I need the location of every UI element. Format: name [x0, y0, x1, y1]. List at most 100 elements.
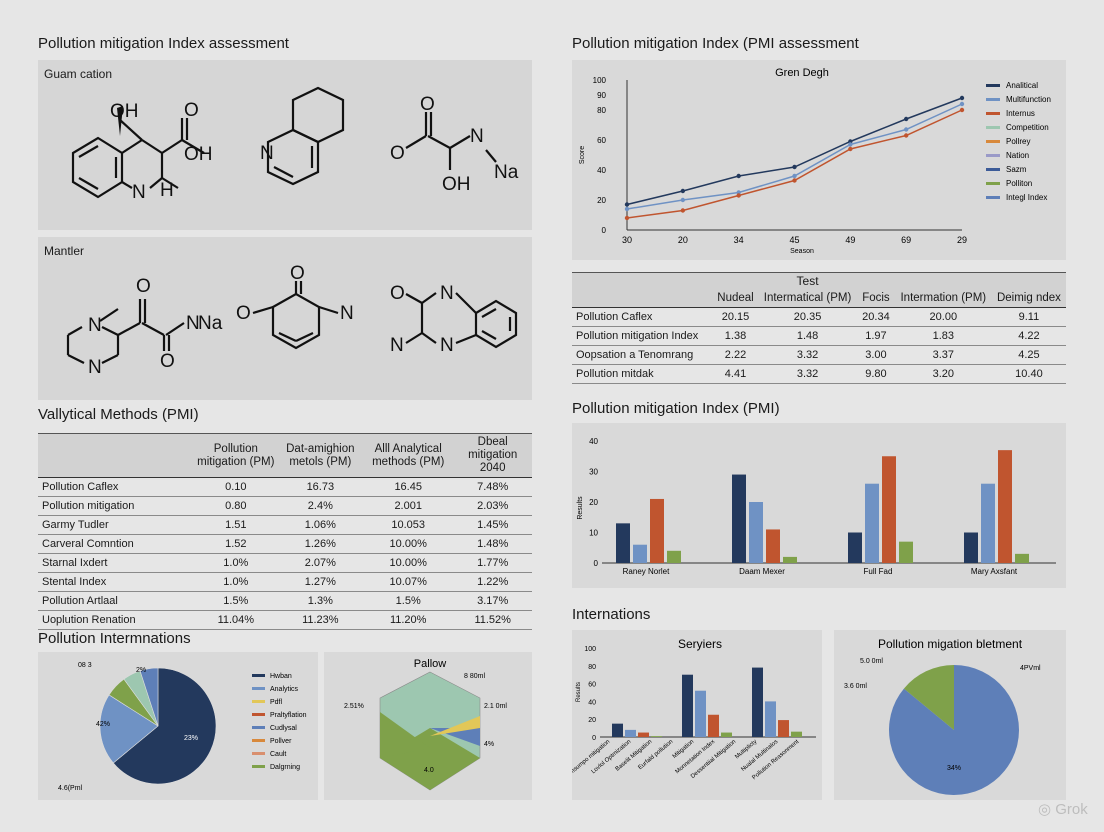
pie-label: 4PVml [1020, 665, 1041, 672]
legend-swatch [986, 98, 1000, 101]
table-cell: 4.41 [713, 364, 758, 384]
row-label: Pollution Caflex [572, 307, 713, 327]
series-point [680, 197, 686, 203]
line-chart-title: Gren Degh [775, 67, 829, 79]
atom-n-5: N [88, 357, 102, 378]
x-tick-label: 30 [622, 235, 632, 245]
x-tick-label: Lovlol Optmization [591, 739, 633, 775]
hex-slice-green-2 [380, 712, 430, 758]
table-cell: 10.00% [363, 534, 454, 554]
atom-n-1: N [132, 182, 146, 203]
x-tick-label: 49 [845, 235, 855, 245]
table-cell: 1.5% [363, 591, 454, 611]
x-tick-label: 20 [678, 235, 688, 245]
bar [638, 732, 649, 737]
bar [882, 456, 896, 563]
bar [783, 556, 797, 563]
atom-n-8: N [440, 283, 454, 304]
y-tick-label: 40 [588, 699, 596, 706]
y-tick-label: 20 [588, 717, 596, 724]
table-cell: 11.04% [194, 610, 278, 630]
legend-swatch [252, 674, 265, 677]
table-cell: 1.06% [277, 515, 364, 535]
legend-swatch [252, 700, 265, 703]
series-point [792, 173, 797, 179]
pie2-title: Pollution migation bletment [878, 637, 1023, 651]
series-line-1 [626, 103, 963, 210]
hex-label: 8 80ml [464, 673, 485, 680]
legend-label: Competition [1006, 123, 1049, 132]
y-axis-label: Results [577, 496, 584, 520]
bar [749, 502, 763, 563]
atom-n-3: N [470, 126, 484, 147]
x-tick-label: 29 [957, 235, 967, 245]
hex-label: 4.0 [424, 767, 434, 774]
series-point [903, 116, 909, 122]
y-tick-label: 100 [593, 76, 607, 85]
y-tick-label: 30 [589, 468, 598, 477]
bar [865, 483, 879, 563]
legend-label: Integl Index [1006, 193, 1047, 202]
atom-o-7: O [236, 303, 251, 324]
x-tick-label: 45 [789, 235, 799, 245]
legend-swatch [252, 687, 265, 690]
top-col-2: Intermatical (PM) [763, 292, 852, 304]
series-point [624, 202, 630, 207]
bar [721, 732, 732, 737]
table-cell: 3.37 [894, 345, 992, 365]
left-col-3: Alll Analytical methods (PM) [372, 442, 445, 468]
table-cell: 3.00 [857, 345, 895, 365]
y-tick-label: 90 [597, 91, 606, 100]
x-tick-label: Baselit Mitigation [615, 739, 654, 773]
bar-chart-panel: 0 10 20 30 40 Results Raney Norlet Daam Mexer Fu… [572, 423, 1066, 588]
atom-oh-1: OH [110, 101, 139, 122]
atom-o-8: O [390, 283, 405, 304]
bar [964, 532, 978, 563]
legend-swatch [986, 168, 1000, 171]
bar [765, 701, 776, 737]
legend-swatch [252, 752, 265, 755]
atom-oh-3: OH [442, 174, 471, 195]
legend-label: Internus [1006, 109, 1035, 118]
table-cell: 9.11 [991, 307, 1066, 327]
series-point [959, 95, 965, 101]
atom-n-4: N [88, 315, 102, 336]
hex-label: 2.51% [344, 703, 364, 710]
pie-label: 34% [947, 765, 961, 772]
legend-swatch [986, 196, 1000, 199]
bar-chart-title: Pollution mitigation Index (PMI) [572, 400, 780, 417]
pie-label: 23% [184, 735, 198, 742]
bar [848, 532, 862, 563]
molecules-row-1: OH O OH N H N O O N OH Na [71, 86, 519, 203]
table-row: Oopsation a Tenomrang 2.22 3.32 3.00 3.37 4.2… [572, 345, 1066, 365]
bar [625, 729, 636, 737]
table-cell: 10.40 [991, 364, 1066, 384]
top-col-5: Deimig ndex [996, 292, 1061, 304]
table-cell: 1.3% [277, 591, 364, 611]
table-cell: 2.4% [277, 496, 364, 516]
y-axis-label: Score [579, 146, 586, 164]
legend-swatch [986, 154, 1000, 157]
row-label: Garmy Tudler [38, 515, 194, 535]
legend-swatch [252, 765, 265, 768]
hex-chart: Pallow 8 80ml 2.51% 2.1 0ml 4% 4.0 [344, 658, 507, 791]
bar [778, 720, 789, 737]
y-tick-label: 0 [602, 226, 607, 235]
table-cell: 1.48 [757, 326, 858, 346]
legend-label: Polliton [1006, 179, 1032, 188]
table-cell: 3.20 [894, 364, 992, 384]
table-row: Stental Index 1.0% 1.27% 10.07% 1.22% [38, 572, 532, 592]
small-bar-title: Seryiers [678, 637, 722, 651]
table-cell: 3.32 [757, 364, 858, 384]
atom-o-6: O [290, 263, 305, 284]
y-tick-label: 40 [589, 437, 598, 446]
left-col-1: Pollution mitigation (PM) [197, 442, 275, 468]
pie-slice [99, 694, 159, 764]
atom-o-3: O [390, 143, 405, 164]
table-cell: 1.5% [194, 591, 278, 611]
pie-label: 08 3 [78, 662, 92, 669]
table-cell: 1.48% [453, 534, 532, 554]
table-cell: 1.83 [894, 326, 992, 346]
internations-title: Internations [572, 606, 651, 623]
